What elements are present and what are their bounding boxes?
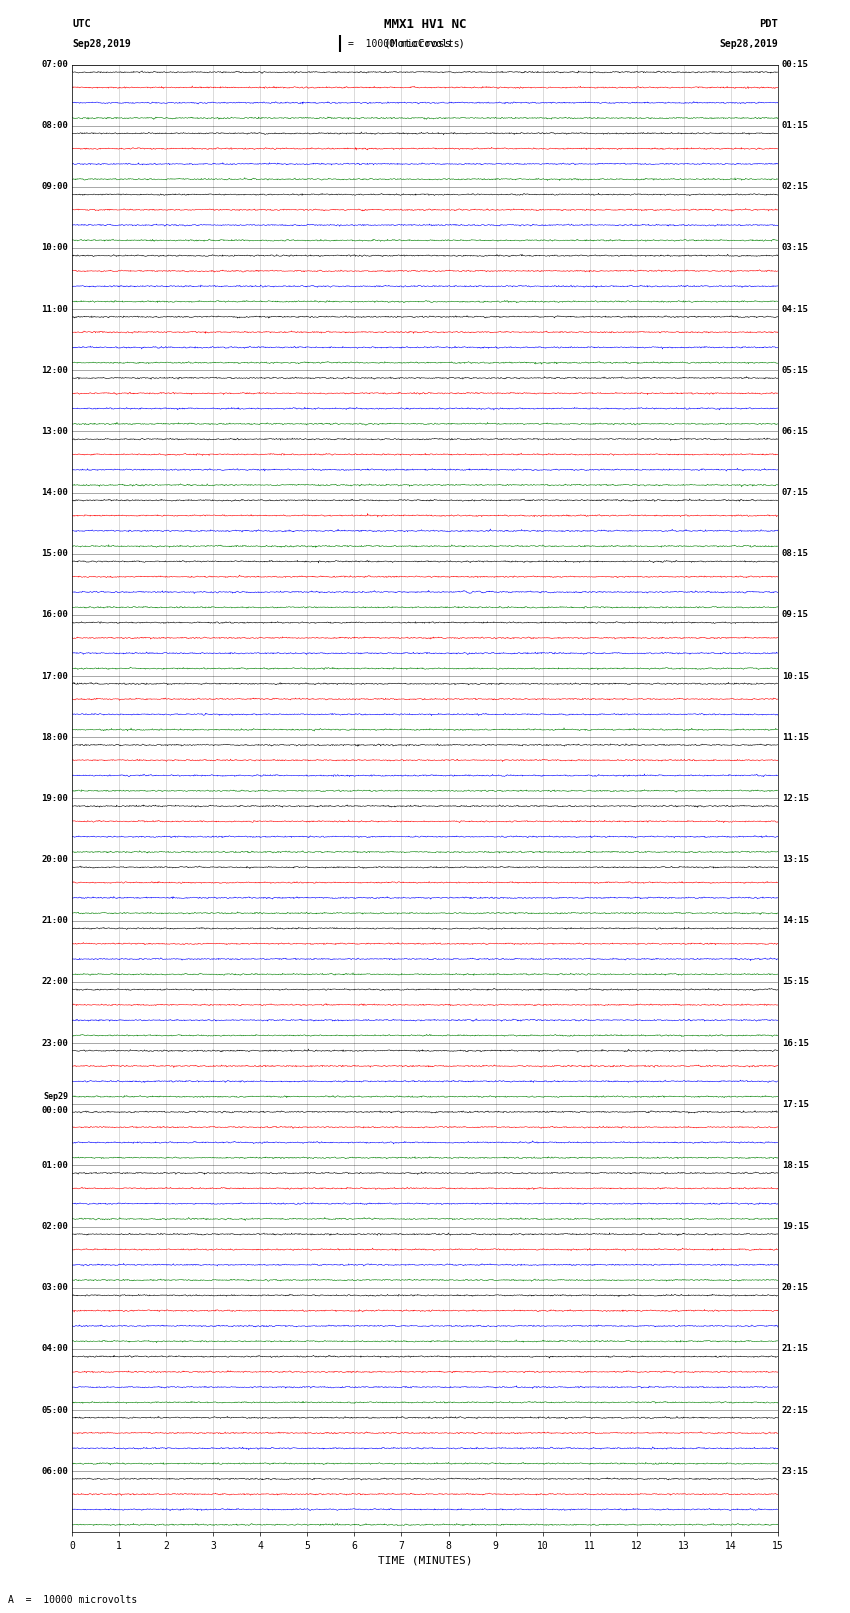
- Text: 17:00: 17:00: [41, 671, 68, 681]
- Text: 06:00: 06:00: [41, 1466, 68, 1476]
- Text: 12:00: 12:00: [41, 366, 68, 374]
- Text: Sep28,2019: Sep28,2019: [719, 39, 778, 48]
- Text: 00:00: 00:00: [41, 1107, 68, 1115]
- Text: 10:15: 10:15: [782, 671, 809, 681]
- Text: 20:15: 20:15: [782, 1284, 809, 1292]
- Text: 11:00: 11:00: [41, 305, 68, 313]
- Text: 18:00: 18:00: [41, 732, 68, 742]
- Text: 06:15: 06:15: [782, 427, 809, 436]
- Text: 23:00: 23:00: [41, 1039, 68, 1047]
- Text: (MotoCross ): (MotoCross ): [384, 39, 466, 48]
- Text: Sep29: Sep29: [43, 1092, 68, 1102]
- Text: 10:00: 10:00: [41, 244, 68, 253]
- Text: 02:00: 02:00: [41, 1223, 68, 1231]
- Text: 11:15: 11:15: [782, 732, 809, 742]
- Text: 23:15: 23:15: [782, 1466, 809, 1476]
- Text: 07:15: 07:15: [782, 489, 809, 497]
- Text: PDT: PDT: [759, 19, 778, 29]
- Text: 18:15: 18:15: [782, 1161, 809, 1169]
- Text: 22:15: 22:15: [782, 1405, 809, 1415]
- Text: 16:00: 16:00: [41, 610, 68, 619]
- X-axis label: TIME (MINUTES): TIME (MINUTES): [377, 1555, 473, 1566]
- Text: 01:15: 01:15: [782, 121, 809, 131]
- Text: UTC: UTC: [72, 19, 91, 29]
- Text: A  =  10000 microvolts: A = 10000 microvolts: [8, 1595, 138, 1605]
- Text: 17:15: 17:15: [782, 1100, 809, 1108]
- Text: 14:00: 14:00: [41, 489, 68, 497]
- Text: 15:00: 15:00: [41, 550, 68, 558]
- Text: 15:15: 15:15: [782, 977, 809, 987]
- Text: 04:00: 04:00: [41, 1344, 68, 1353]
- Text: 14:15: 14:15: [782, 916, 809, 926]
- Text: 02:15: 02:15: [782, 182, 809, 192]
- Text: 20:00: 20:00: [41, 855, 68, 865]
- Text: =  10000 microvolts: = 10000 microvolts: [348, 39, 460, 48]
- Text: 09:00: 09:00: [41, 182, 68, 192]
- Text: 19:15: 19:15: [782, 1223, 809, 1231]
- Text: 03:00: 03:00: [41, 1284, 68, 1292]
- Text: Sep28,2019: Sep28,2019: [72, 39, 131, 48]
- Text: 07:00: 07:00: [41, 60, 68, 69]
- Text: 03:15: 03:15: [782, 244, 809, 253]
- Text: 08:15: 08:15: [782, 550, 809, 558]
- Text: MMX1 HV1 NC: MMX1 HV1 NC: [383, 18, 467, 31]
- Text: 01:00: 01:00: [41, 1161, 68, 1169]
- Text: 08:00: 08:00: [41, 121, 68, 131]
- Text: 13:15: 13:15: [782, 855, 809, 865]
- Text: 21:15: 21:15: [782, 1344, 809, 1353]
- Text: 05:15: 05:15: [782, 366, 809, 374]
- Text: 16:15: 16:15: [782, 1039, 809, 1047]
- Text: 09:15: 09:15: [782, 610, 809, 619]
- Text: 21:00: 21:00: [41, 916, 68, 926]
- Text: 22:00: 22:00: [41, 977, 68, 987]
- Text: 05:00: 05:00: [41, 1405, 68, 1415]
- Text: 00:15: 00:15: [782, 60, 809, 69]
- Text: 19:00: 19:00: [41, 794, 68, 803]
- Text: 04:15: 04:15: [782, 305, 809, 313]
- Text: 12:15: 12:15: [782, 794, 809, 803]
- Text: 13:00: 13:00: [41, 427, 68, 436]
